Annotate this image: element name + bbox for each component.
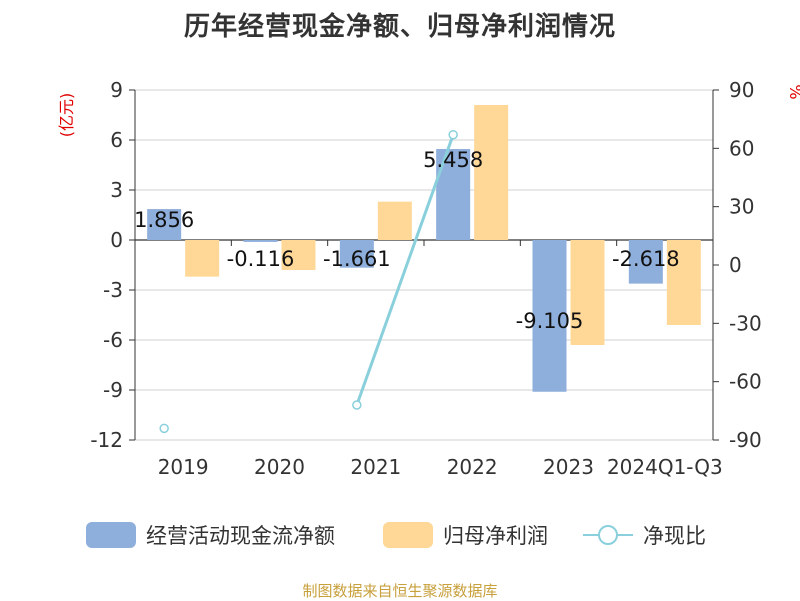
legend-label: 净现比	[643, 524, 706, 548]
category-label: 2024Q1-Q3	[607, 455, 723, 479]
left-tick-label: -9	[103, 378, 123, 402]
left-tick-label: -3	[103, 278, 123, 302]
legend-item-1: 经营活动现金流净额	[86, 522, 335, 548]
legend-item-2: 归母净利润	[383, 522, 548, 548]
left-tick-label: -12	[90, 428, 123, 452]
bar-netprofit	[281, 240, 316, 270]
bar-netprofit	[377, 201, 412, 240]
category-label: 2023	[543, 455, 594, 479]
right-tick-label: 90	[729, 78, 754, 102]
right-tick-label: -30	[729, 311, 762, 335]
legend: 经营活动现金流净额 归母净利润 净现比	[86, 522, 706, 548]
left-tick-label: -6	[103, 328, 123, 352]
ratio-point	[448, 129, 458, 140]
left-tick-label: 9	[110, 78, 123, 102]
category-label: 2022	[447, 455, 498, 479]
legend-item-3: 净现比	[583, 524, 706, 548]
bars	[147, 105, 701, 392]
bar-netprofit	[474, 105, 509, 240]
left-tick-label: 3	[110, 178, 123, 202]
ratio-line	[159, 129, 458, 434]
chart-title: 历年经营现金净额、归母净利润情况	[183, 12, 616, 42]
data-label: -9.105	[516, 309, 584, 333]
data-label: 1.856	[134, 208, 194, 232]
right-tick-label: 60	[729, 136, 754, 160]
left-tick-label: 0	[110, 228, 123, 252]
category-label: 2020	[254, 455, 305, 479]
data-label: -0.116	[227, 247, 295, 271]
left-axis-unit: (亿元)	[57, 93, 76, 138]
ratio-line-segment	[355, 134, 455, 406]
right-tick-label: 30	[729, 195, 754, 219]
bar-cashflow	[339, 240, 374, 268]
ratio-point	[159, 423, 169, 434]
bar-netprofit	[666, 240, 701, 325]
data-label: -1.661	[323, 247, 391, 271]
bar-cashflow	[147, 209, 182, 240]
bar-cashflow	[532, 240, 567, 392]
legend-point-swatch	[598, 525, 618, 545]
right-tick-label: -90	[729, 428, 762, 452]
category-label: 2019	[158, 455, 209, 479]
category-label: 2021	[350, 455, 401, 479]
ratio-point	[352, 400, 362, 410]
data-labels: 1.856 -0.116 -1.661 5.458 -9.105 -2.618	[134, 148, 680, 333]
right-tick-label: -60	[729, 370, 762, 394]
bar-netprofit	[185, 240, 220, 277]
bar-cashflow	[628, 240, 663, 284]
legend-swatch	[383, 522, 433, 548]
data-label: -2.618	[612, 247, 680, 271]
legend-label: 经营活动现金流净额	[146, 524, 335, 548]
data-label: 5.458	[423, 148, 483, 172]
right-tick-label: 0	[729, 253, 742, 277]
bar-netprofit	[570, 240, 605, 345]
right-axis-unit: %	[786, 84, 800, 99]
legend-swatch	[86, 522, 136, 548]
legend-label: 归母净利润	[443, 524, 548, 548]
axes: 9630-3-6-9-129060300-30-60-90(亿元)%201920…	[57, 78, 800, 479]
data-source-note: 制图数据来自恒生聚源数据库	[302, 582, 498, 600]
bar-cashflow	[243, 240, 278, 242]
left-tick-label: 6	[110, 128, 123, 152]
